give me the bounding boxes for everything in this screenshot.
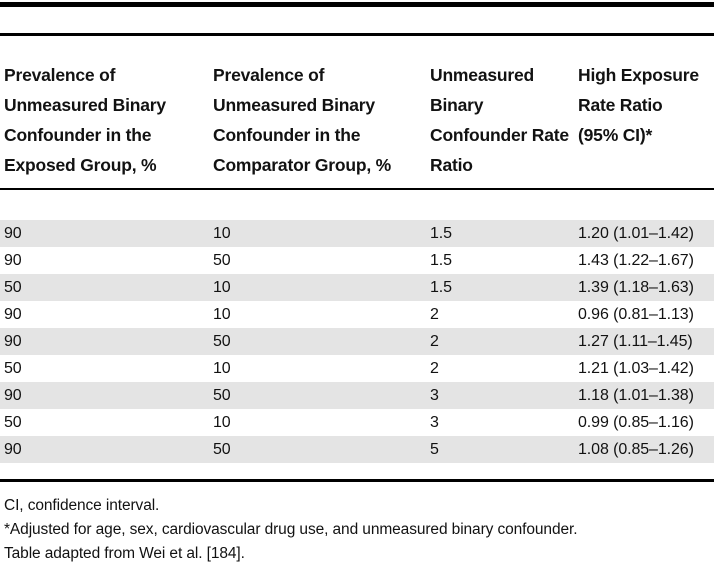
table-cell: 90 bbox=[4, 251, 22, 269]
table-row: 50 10 1.5 1.39 (1.18–1.63) bbox=[0, 274, 714, 301]
table-cell: 50 bbox=[4, 413, 22, 431]
column-header-confounder-rate-ratio: Unmeasured Binary Confounder Rate Ratio bbox=[430, 65, 569, 175]
table-row: 90 10 1.5 1.20 (1.01–1.42) bbox=[0, 220, 714, 247]
table-cell: 10 bbox=[213, 359, 231, 377]
table-cell: 90 bbox=[4, 332, 22, 350]
table-cell: 0.96 (0.81–1.13) bbox=[578, 305, 694, 323]
table-cell: 2 bbox=[430, 359, 439, 377]
table-cell: 3 bbox=[430, 413, 439, 431]
table-cell: 2 bbox=[430, 305, 439, 323]
table-cell: 90 bbox=[4, 224, 22, 242]
footnote-adjustment: *Adjusted for age, sex, cardiovascular d… bbox=[4, 521, 578, 538]
footnote-ci-definition: CI, confidence interval. bbox=[4, 497, 160, 514]
table-cell: 10 bbox=[213, 305, 231, 323]
table-cell: 1.21 (1.03–1.42) bbox=[578, 359, 694, 377]
table-cell: 50 bbox=[213, 440, 231, 458]
table-cell: 0.99 (0.85–1.16) bbox=[578, 413, 694, 431]
table-cell: 50 bbox=[4, 278, 22, 296]
column-header-exposed-prevalence: Prevalence of Unmeasured Binary Confound… bbox=[4, 65, 166, 175]
table-cell: 1.08 (0.85–1.26) bbox=[578, 440, 694, 458]
table-row: 90 50 2 1.27 (1.11–1.45) bbox=[0, 328, 714, 355]
table-cell: 50 bbox=[4, 359, 22, 377]
header-top-rule bbox=[0, 33, 714, 36]
column-header-exposure-rate-ratio: High Exposure Rate Ratio (95% CI)* bbox=[578, 65, 699, 145]
table-cell: 10 bbox=[213, 278, 231, 296]
table-cell: 10 bbox=[213, 413, 231, 431]
table-cell: 5 bbox=[430, 440, 439, 458]
table-row: 50 10 3 0.99 (0.85–1.16) bbox=[0, 409, 714, 436]
table-cell: 1.5 bbox=[430, 278, 452, 296]
table-row: 50 10 2 1.21 (1.03–1.42) bbox=[0, 355, 714, 382]
table-cell: 90 bbox=[4, 305, 22, 323]
table-cell: 1.18 (1.01–1.38) bbox=[578, 386, 694, 404]
table-cell: 50 bbox=[213, 386, 231, 404]
footnote-top-rule bbox=[0, 479, 714, 482]
table-header-row: Prevalence of Unmeasured Binary Confound… bbox=[0, 36, 714, 188]
table-cell: 50 bbox=[213, 332, 231, 350]
table-cell: 1.27 (1.11–1.45) bbox=[578, 332, 693, 350]
table-cell: 1.5 bbox=[430, 251, 452, 269]
top-thick-rule bbox=[0, 2, 714, 7]
table-cell: 1.43 (1.22–1.67) bbox=[578, 251, 694, 269]
table-cell: 1.5 bbox=[430, 224, 452, 242]
table-cell: 1.20 (1.01–1.42) bbox=[578, 224, 694, 242]
table-cell: 3 bbox=[430, 386, 439, 404]
table-row: 90 50 5 1.08 (0.85–1.26) bbox=[0, 436, 714, 463]
table-row: 90 10 2 0.96 (0.81–1.13) bbox=[0, 301, 714, 328]
table-cell: 90 bbox=[4, 440, 22, 458]
column-header-comparator-prevalence: Prevalence of Unmeasured Binary Confound… bbox=[213, 65, 392, 175]
table-cell: 1.39 (1.18–1.63) bbox=[578, 278, 694, 296]
table-cell: 10 bbox=[213, 224, 231, 242]
table-cell: 50 bbox=[213, 251, 231, 269]
table-cell: 2 bbox=[430, 332, 439, 350]
table-body: 90 10 1.5 1.20 (1.01–1.42) 90 50 1.5 1.4… bbox=[0, 220, 714, 463]
table-row: 90 50 3 1.18 (1.01–1.38) bbox=[0, 382, 714, 409]
table-row: 90 50 1.5 1.43 (1.22–1.67) bbox=[0, 247, 714, 274]
footnote-source: Table adapted from Wei et al. [184]. bbox=[4, 545, 245, 562]
table-cell: 90 bbox=[4, 386, 22, 404]
header-bottom-rule bbox=[0, 188, 714, 190]
footnotes: CI, confidence interval. *Adjusted for a… bbox=[0, 482, 714, 566]
